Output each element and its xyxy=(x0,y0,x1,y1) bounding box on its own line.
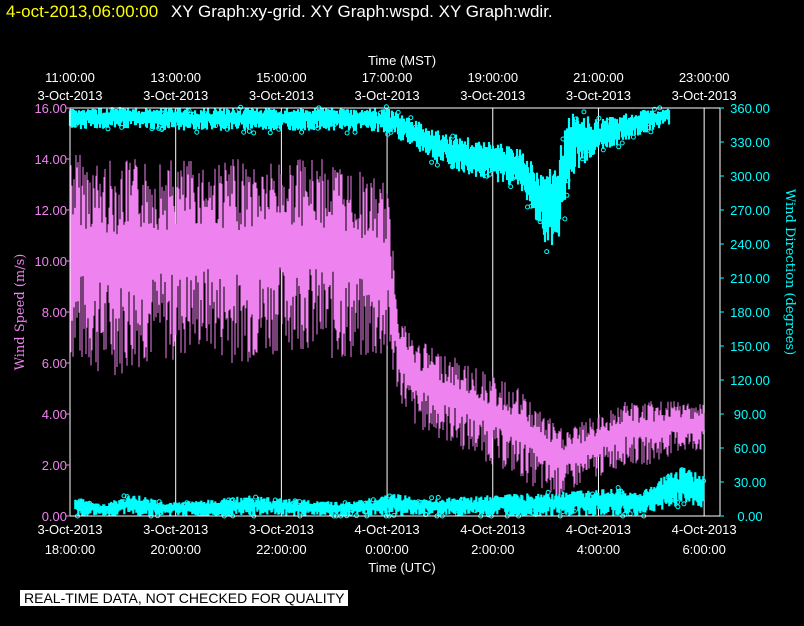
left-tick-label-2: 4.00 xyxy=(42,407,67,422)
top-tick-date-2: 3-Oct-2013 xyxy=(249,88,314,103)
top-tick-date-0: 3-Oct-2013 xyxy=(37,88,102,103)
bottom-tick-date-6: 4-Oct-2013 xyxy=(672,522,737,537)
right-tick-label-3: 90.00 xyxy=(734,407,767,422)
right-tick-label-10: 300.00 xyxy=(730,169,770,184)
header: 4-oct-2013,06:00:00 XY Graph:xy-grid. XY… xyxy=(6,2,553,22)
right-tick-label-11: 330.00 xyxy=(730,135,770,150)
labels-layer: 0.00 2.00 4.00 6.00 8.00 10.00 12.00 14.00 16.00… xyxy=(13,53,797,575)
series-1-markers xyxy=(72,104,663,255)
left-tick-label-1: 2.00 xyxy=(42,458,67,473)
right-tick-label-6: 180.00 xyxy=(730,305,770,320)
bottom-tick-time-0: 18:00:00 xyxy=(45,542,96,557)
bottom-tick-time-3: 0:00:00 xyxy=(365,542,408,557)
top-tick-date-3: 3-Oct-2013 xyxy=(355,88,420,103)
top-tick-time-6: 23:00:00 xyxy=(679,70,730,85)
left-axis-title: Wind Speed (m/s) xyxy=(13,254,28,371)
bottom-axis-title: Time (UTC) xyxy=(368,560,435,575)
axes-layer xyxy=(66,107,724,517)
top-tick-date-1: 3-Oct-2013 xyxy=(143,88,208,103)
right-axis-title: Wind Direction (degrees) xyxy=(782,189,797,355)
graph-titles: XY Graph:xy-grid. XY Graph:wspd. XY Grap… xyxy=(170,2,553,21)
left-tick-label-0: 0.00 xyxy=(42,509,67,524)
right-tick-label-1: 30.00 xyxy=(734,475,767,490)
right-tick-label-12: 360.00 xyxy=(730,101,770,116)
left-tick-label-8: 16.00 xyxy=(34,101,67,116)
timestamp: 4-oct-2013,06:00:00 xyxy=(6,2,159,21)
bottom-tick-time-1: 20:00:00 xyxy=(150,542,201,557)
series-2-trace xyxy=(74,467,705,516)
bottom-tick-time-4: 2:00:00 xyxy=(471,542,514,557)
bottom-tick-time-2: 22:00:00 xyxy=(256,542,307,557)
top-tick-time-1: 13:00:00 xyxy=(150,70,201,85)
bottom-tick-date-3: 4-Oct-2013 xyxy=(355,522,420,537)
right-tick-label-7: 210.00 xyxy=(730,271,770,286)
right-tick-label-2: 60.00 xyxy=(734,441,767,456)
left-tick-label-6: 12.00 xyxy=(34,203,67,218)
top-axis-title: Time (MST) xyxy=(368,53,436,68)
right-tick-label-9: 270.00 xyxy=(730,203,770,218)
top-tick-time-5: 21:00:00 xyxy=(573,70,624,85)
bottom-tick-date-1: 3-Oct-2013 xyxy=(143,522,208,537)
left-tick-label-5: 10.00 xyxy=(34,254,67,269)
bottom-tick-date-4: 4-Oct-2013 xyxy=(460,522,525,537)
top-tick-time-4: 19:00:00 xyxy=(467,70,518,85)
bottom-tick-time-5: 4:00:00 xyxy=(577,542,620,557)
top-tick-date-5: 3-Oct-2013 xyxy=(566,88,631,103)
left-tick-label-4: 8.00 xyxy=(42,305,67,320)
xy-graph: 0.00 2.00 4.00 6.00 8.00 10.00 12.00 14.00 16.00… xyxy=(13,53,797,575)
right-tick-label-5: 150.00 xyxy=(730,339,770,354)
bottom-tick-time-6: 6:00:00 xyxy=(682,542,725,557)
top-tick-date-4: 3-Oct-2013 xyxy=(460,88,525,103)
bottom-tick-date-5: 4-Oct-2013 xyxy=(566,522,631,537)
right-tick-label-8: 240.00 xyxy=(730,237,770,252)
top-tick-time-2: 15:00:00 xyxy=(256,70,307,85)
right-tick-label-0: 0.00 xyxy=(737,509,762,524)
disclaimer-banner: REAL-TIME DATA, NOT CHECKED FOR QUALITY xyxy=(20,590,349,606)
left-tick-label-7: 14.00 xyxy=(34,152,67,167)
top-tick-time-3: 17:00:00 xyxy=(362,70,413,85)
bottom-tick-date-0: 3-Oct-2013 xyxy=(37,522,102,537)
bottom-tick-date-2: 3-Oct-2013 xyxy=(249,522,314,537)
top-tick-time-0: 11:00:00 xyxy=(45,70,95,85)
left-tick-label-3: 6.00 xyxy=(42,356,67,371)
right-tick-label-4: 120.00 xyxy=(730,373,770,388)
top-tick-date-6: 3-Oct-2013 xyxy=(672,88,737,103)
